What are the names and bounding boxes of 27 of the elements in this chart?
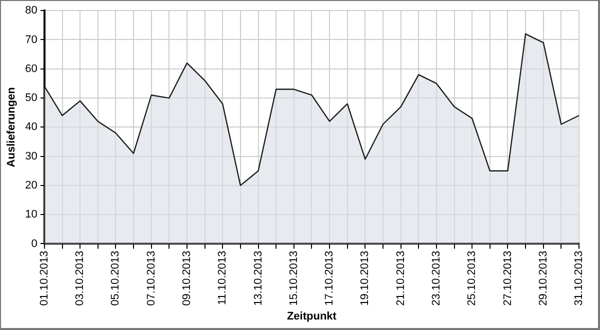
x-tick-label: 25.10.2013: [466, 250, 478, 306]
x-tick-label: 29.10.2013: [537, 250, 550, 306]
x-tick-label: 11.10.2013: [216, 250, 229, 305]
y-tick-label: 70: [25, 34, 38, 46]
x-tick-label: 23.10.2013: [430, 250, 442, 306]
y-tick-label: 40: [25, 121, 38, 134]
x-tick-label: 09.10.2013: [181, 250, 194, 306]
x-tick-label: 27.10.2013: [502, 250, 514, 306]
x-tick-label: 03.10.2013: [74, 250, 86, 306]
y-axis-title: Auslieferungen: [6, 86, 18, 168]
x-tick-label: 17.10.2013: [324, 250, 336, 306]
x-tick-label: 21.10.2013: [394, 250, 407, 306]
y-tick-label: 10: [25, 208, 38, 221]
x-tick-label: 07.10.2013: [145, 250, 158, 306]
y-tick-label: 0: [31, 238, 38, 250]
y-tick-label: 30: [25, 150, 38, 162]
x-tick-label: 01.10.2013: [38, 250, 50, 306]
y-tick-label: 80: [25, 4, 38, 17]
x-tick-label: 05.10.2013: [110, 250, 122, 306]
y-tick-label: 60: [25, 62, 38, 75]
x-tick-label: 13.10.2013: [252, 250, 264, 306]
x-tick-label: 19.10.2013: [359, 250, 372, 306]
x-axis-title: Zeitpunkt: [286, 310, 337, 322]
y-tick-label: 50: [25, 92, 38, 104]
x-tick-label: 15.10.2013: [288, 250, 300, 306]
x-tick-label: 31.10.2013: [573, 250, 586, 306]
y-tick-label: 20: [25, 179, 38, 192]
